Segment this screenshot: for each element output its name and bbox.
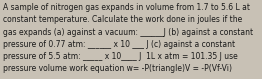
Text: constant temperature. Calculate the work done in joules if the: constant temperature. Calculate the work… <box>3 15 242 24</box>
Text: pressure volume work equation w= -P(triangle)V = -P(Vf-Vi): pressure volume work equation w= -P(tria… <box>3 64 232 73</box>
Text: gas expands (a) against a vacuum: ______J (b) against a constant: gas expands (a) against a vacuum: ______… <box>3 28 253 37</box>
Text: A sample of nitrogen gas expands in volume from 1.7 to 5.6 L at: A sample of nitrogen gas expands in volu… <box>3 3 250 12</box>
Text: pressure of 0.77 atm: ______ x 10 ___ J (c) against a constant: pressure of 0.77 atm: ______ x 10 ___ J … <box>3 40 235 49</box>
Text: pressure of 5.5 atm: _____ x 10____ J  1L x atm = 101.35 J use: pressure of 5.5 atm: _____ x 10____ J 1L… <box>3 52 238 61</box>
